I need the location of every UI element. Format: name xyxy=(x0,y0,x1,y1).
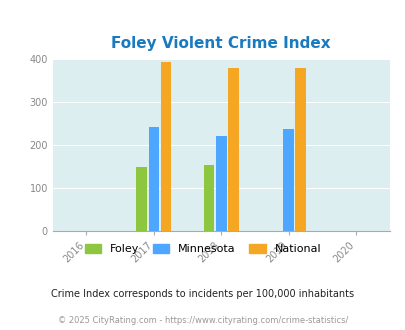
Bar xyxy=(148,127,159,231)
Legend: Foley, Minnesota, National: Foley, Minnesota, National xyxy=(80,239,325,258)
Bar xyxy=(215,136,226,231)
Text: © 2025 CityRating.com - https://www.cityrating.com/crime-statistics/: © 2025 CityRating.com - https://www.city… xyxy=(58,316,347,325)
Bar xyxy=(228,68,238,231)
Text: Crime Index corresponds to incidents per 100,000 inhabitants: Crime Index corresponds to incidents per… xyxy=(51,289,354,299)
Bar xyxy=(295,68,305,231)
Bar xyxy=(203,165,214,231)
Bar xyxy=(160,62,171,231)
Title: Foley Violent Crime Index: Foley Violent Crime Index xyxy=(111,36,330,51)
Bar xyxy=(136,167,147,231)
Bar xyxy=(283,129,293,231)
